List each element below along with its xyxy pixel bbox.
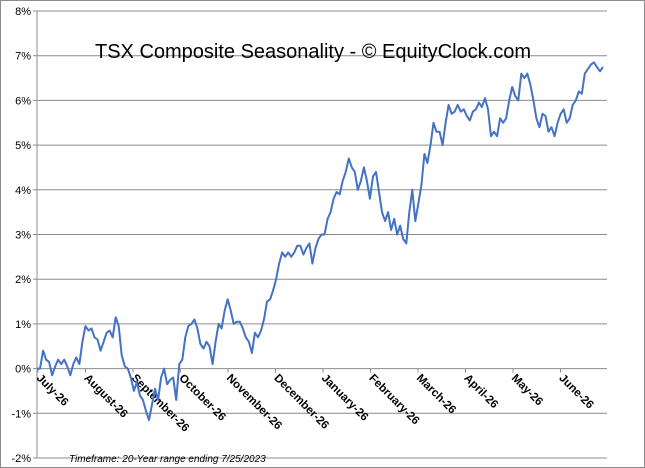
gridlines bbox=[33, 10, 607, 459]
x-tick-label: February-26 bbox=[366, 372, 421, 427]
y-tick-label: 4% bbox=[15, 185, 31, 197]
y-tick-label: 3% bbox=[15, 230, 31, 242]
y-tick-label: -1% bbox=[11, 408, 31, 420]
x-tick-labels: July-26 August-26 September-26October-26No… bbox=[34, 372, 596, 434]
y-tick-label: -2% bbox=[11, 453, 31, 465]
y-tick-label: 0% bbox=[15, 364, 31, 376]
y-tick-label: 1% bbox=[15, 319, 31, 331]
x-tick-label: April-26 bbox=[461, 372, 500, 411]
chart-title: TSX Composite Seasonality - © EquityCloc… bbox=[95, 41, 531, 63]
y-tick-label: 6% bbox=[15, 95, 31, 107]
series-line bbox=[37, 61, 604, 421]
x-tick-label: July-26 bbox=[34, 372, 71, 409]
x-tick-label: October-26 bbox=[176, 372, 227, 423]
x-tick-label: June-26 bbox=[556, 372, 595, 411]
y-tick-label: 5% bbox=[15, 140, 31, 152]
y-tick-label: 8% bbox=[15, 6, 31, 18]
x-tick-label: March-26 bbox=[414, 372, 458, 416]
y-tick-label: 7% bbox=[15, 51, 31, 63]
x-tick-label: January-26 bbox=[319, 372, 370, 423]
x-tick-label: May-26 bbox=[509, 372, 545, 408]
chart-footnote: Timeframe: 20-Year range ending 7/25/202… bbox=[69, 454, 266, 465]
y-tick-label: 2% bbox=[15, 274, 31, 286]
y-tick-labels: -2% -1% 0% 1% 2% 3% 4% 5% 6% 7% 8% bbox=[11, 6, 31, 465]
